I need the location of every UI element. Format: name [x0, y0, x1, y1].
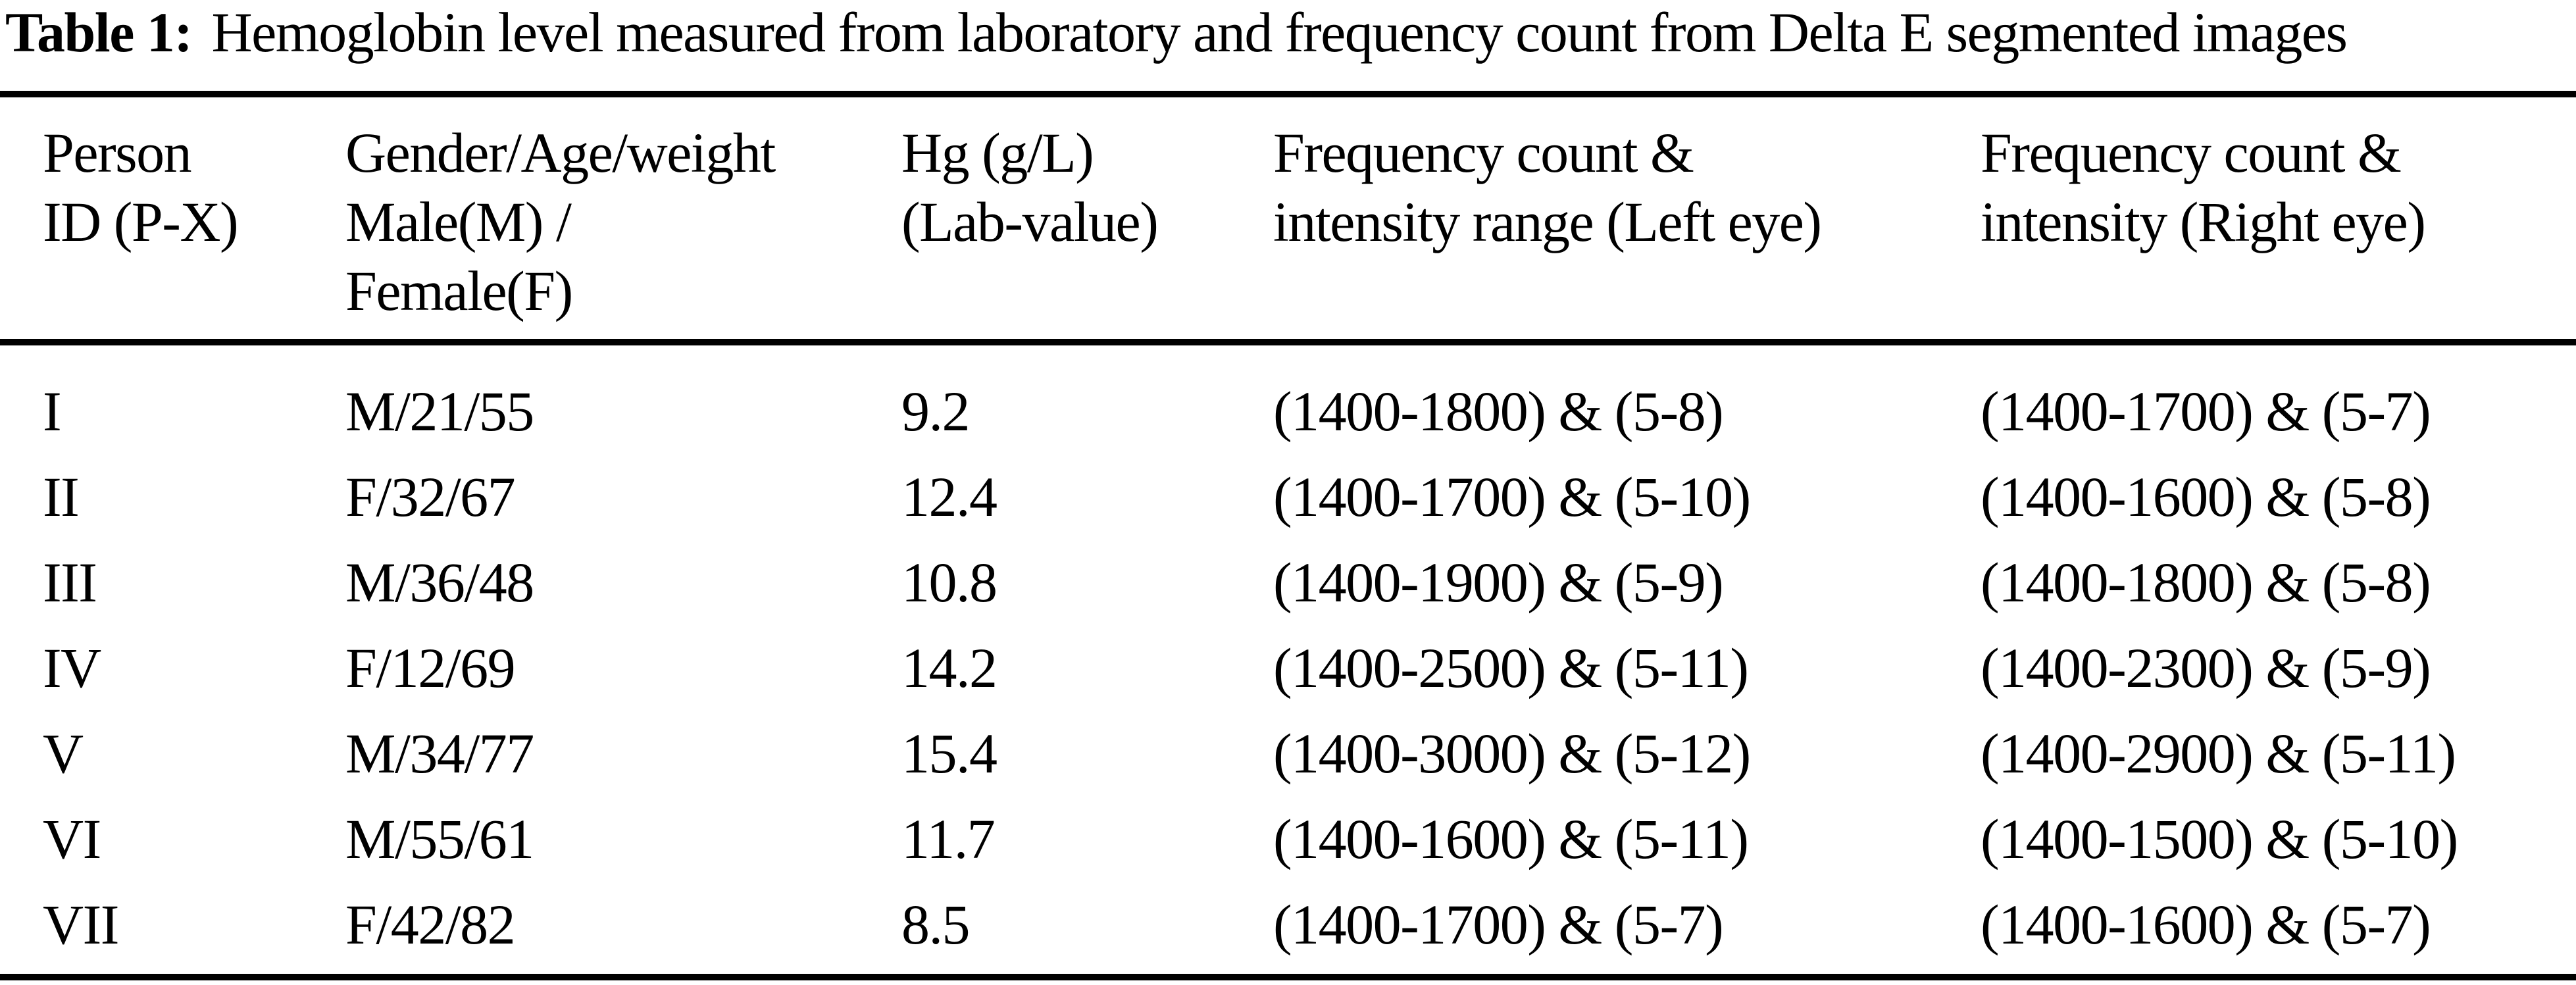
- column-header-frequency-left-eye: Frequency count & intensity range (Left …: [1273, 94, 1981, 345]
- cell-person-id: III: [43, 551, 97, 614]
- cell-frequency-left-eye: (1400-1900) & (5-9): [1273, 551, 1724, 614]
- cell-person-id: VI: [43, 807, 101, 871]
- cell-frequency-right-eye: (1400-2900) & (5-11): [1981, 722, 2456, 785]
- cell-hg-lab-value: 9.2: [901, 380, 971, 443]
- cell-gender-age-weight: M/55/61: [345, 807, 534, 871]
- cell-gender-age-weight: M/21/55: [345, 380, 534, 443]
- header-line: Frequency count &: [1981, 121, 2402, 184]
- cell-frequency-right-eye: (1400-1800) & (5-8): [1981, 551, 2431, 614]
- header-row: Person ID (P-X) Gender/Age/weight Male(M…: [0, 94, 2576, 345]
- header-line: Person: [43, 121, 192, 184]
- cell-hg-lab-value: 14.2: [901, 636, 998, 699]
- table-row: VII F/42/82 8.5 (1400-1700) & (5-7) (140…: [0, 882, 2576, 977]
- cell-hg-lab-value: 11.7: [901, 807, 996, 871]
- table-body: I M/21/55 9.2 (1400-1800) & (5-8) (1400-…: [0, 342, 2576, 977]
- cell-frequency-right-eye: (1400-1600) & (5-8): [1981, 465, 2431, 528]
- cell-gender-age-weight: M/36/48: [345, 551, 534, 614]
- column-header-person-id: Person ID (P-X): [0, 94, 345, 345]
- header-line: (Lab-value): [901, 190, 1159, 253]
- cell-hg-lab-value: 15.4: [901, 722, 998, 785]
- header-line: Gender/Age/weight: [345, 121, 776, 184]
- table-row: III M/36/48 10.8 (1400-1900) & (5-9) (14…: [0, 540, 2576, 625]
- table-header: Person ID (P-X) Gender/Age/weight Male(M…: [0, 94, 2576, 345]
- header-line: intensity range (Left eye): [1273, 190, 1822, 253]
- table-row: I M/21/55 9.2 (1400-1800) & (5-8) (1400-…: [0, 342, 2576, 454]
- cell-frequency-right-eye: (1400-1700) & (5-7): [1981, 380, 2431, 443]
- cell-hg-lab-value: 10.8: [901, 551, 998, 614]
- header-line: ID (P-X): [43, 190, 239, 253]
- cell-person-id: VII: [43, 893, 119, 956]
- header-line: Hg (g/L): [901, 121, 1094, 184]
- cell-frequency-left-eye: (1400-1800) & (5-8): [1273, 380, 1724, 443]
- cell-frequency-left-eye: (1400-1700) & (5-10): [1273, 465, 1751, 528]
- table-caption-text: Hemoglobin level measured from laborator…: [211, 1, 2348, 64]
- cell-hg-lab-value: 12.4: [901, 465, 998, 528]
- column-header-frequency-right-eye: Frequency count & intensity (Right eye): [1981, 94, 2576, 345]
- hemoglobin-data-table: Person ID (P-X) Gender/Age/weight Male(M…: [0, 91, 2576, 980]
- cell-gender-age-weight: F/12/69: [345, 636, 516, 699]
- header-line: Female(F): [345, 259, 573, 322]
- table-row: VI M/55/61 11.7 (1400-1600) & (5-11) (14…: [0, 796, 2576, 882]
- cell-frequency-right-eye: (1400-2300) & (5-9): [1981, 636, 2431, 699]
- cell-gender-age-weight: F/42/82: [345, 893, 516, 956]
- cell-frequency-right-eye: (1400-1500) & (5-10): [1981, 807, 2458, 871]
- cell-frequency-left-eye: (1400-3000) & (5-12): [1273, 722, 1751, 785]
- column-header-hg-lab-value: Hg (g/L) (Lab-value): [901, 94, 1273, 345]
- table-row: V M/34/77 15.4 (1400-3000) & (5-12) (140…: [0, 711, 2576, 796]
- table-caption: Table 1: Hemoglobin level measured from l…: [0, 0, 2576, 91]
- cell-frequency-left-eye: (1400-2500) & (5-11): [1273, 636, 1749, 699]
- cell-hg-lab-value: 8.5: [901, 893, 971, 956]
- header-line: Frequency count &: [1273, 121, 1694, 184]
- cell-person-id: I: [43, 380, 62, 443]
- cell-frequency-left-eye: (1400-1700) & (5-7): [1273, 893, 1724, 956]
- table-row: II F/32/67 12.4 (1400-1700) & (5-10) (14…: [0, 454, 2576, 540]
- cell-gender-age-weight: F/32/67: [345, 465, 516, 528]
- header-line: intensity (Right eye): [1981, 190, 2426, 253]
- cell-person-id: II: [43, 465, 80, 528]
- header-line: Male(M) /: [345, 190, 572, 253]
- cell-gender-age-weight: M/34/77: [345, 722, 534, 785]
- cell-frequency-left-eye: (1400-1600) & (5-11): [1273, 807, 1749, 871]
- cell-frequency-right-eye: (1400-1600) & (5-7): [1981, 893, 2431, 956]
- table-row: IV F/12/69 14.2 (1400-2500) & (5-11) (14…: [0, 625, 2576, 711]
- cell-person-id: IV: [43, 636, 101, 699]
- cell-person-id: V: [43, 722, 84, 785]
- table-caption-label: Table 1:: [5, 1, 193, 64]
- column-header-gender-age-weight: Gender/Age/weight Male(M) / Female(F): [345, 94, 901, 345]
